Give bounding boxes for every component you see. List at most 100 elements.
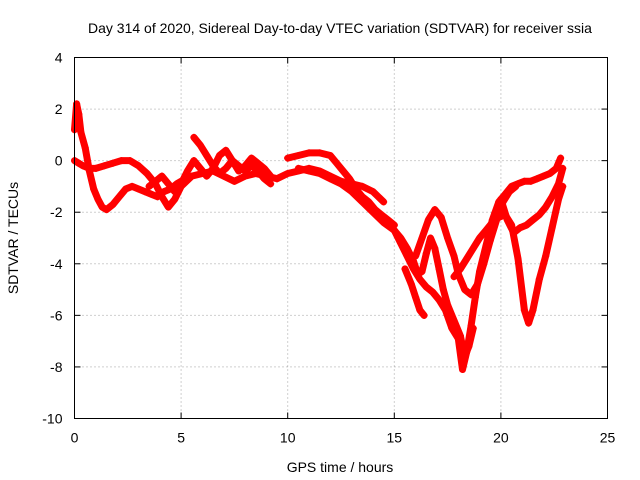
data-point-marker <box>284 154 292 162</box>
data-point-marker <box>540 172 548 180</box>
data-point-marker <box>305 149 313 157</box>
y-tick-label: -2 <box>50 204 63 220</box>
data-point-marker <box>215 151 223 159</box>
data-point-marker <box>337 180 345 188</box>
data-point-marker <box>254 167 262 175</box>
data-point-marker <box>469 244 477 252</box>
data-point-marker <box>422 283 430 291</box>
data-point-marker <box>339 167 347 175</box>
data-point-marker <box>273 175 281 183</box>
data-point-marker <box>75 110 83 118</box>
data-point-marker <box>316 170 324 178</box>
data-point-marker <box>533 175 541 183</box>
data-point-marker <box>177 180 185 188</box>
data-point-marker <box>333 159 341 167</box>
data-point-marker <box>152 177 160 185</box>
data-point-marker <box>235 162 243 170</box>
data-point-marker <box>102 206 110 214</box>
data-point-marker <box>141 188 149 196</box>
data-point-marker <box>171 195 179 203</box>
data-point-marker <box>284 170 292 178</box>
grid-lines <box>74 57 608 419</box>
data-point-marker <box>529 306 537 314</box>
data-point-marker <box>294 164 302 172</box>
data-point-marker <box>203 151 211 159</box>
data-point-marker <box>554 180 562 188</box>
data-point-marker <box>134 185 142 193</box>
data-point-marker <box>122 185 130 193</box>
data-point-marker <box>512 182 520 190</box>
data-point-marker <box>416 306 424 314</box>
data-point-marker <box>100 162 108 170</box>
data-point-marker <box>190 157 198 165</box>
data-point-marker <box>542 203 550 211</box>
data-point-marker <box>450 252 458 260</box>
data-point-marker <box>128 182 136 190</box>
series-band <box>145 146 275 196</box>
data-point-marker <box>85 164 93 172</box>
data-point-marker <box>418 234 426 242</box>
data-point-marker <box>164 203 172 211</box>
data-point-marker <box>435 265 443 273</box>
data-point-marker <box>510 229 518 237</box>
data-point-marker <box>326 175 334 183</box>
data-point-marker <box>529 216 537 224</box>
data-point-marker <box>115 193 123 201</box>
data-point-marker <box>454 335 462 343</box>
data-point-marker <box>444 234 452 242</box>
tick-labels: 0 5 10 15 20 25 -10 -8 -6 -4 -2 0 2 4 <box>42 50 615 446</box>
data-point-marker <box>503 216 511 224</box>
data-point-marker <box>514 255 522 263</box>
series-arc-3 <box>145 146 275 196</box>
data-point-marker <box>346 175 354 183</box>
data-point-marker <box>525 319 533 327</box>
data-point-marker <box>535 211 543 219</box>
plot-frame <box>74 57 608 419</box>
data-point-marker <box>222 164 230 172</box>
data-point-marker <box>358 182 366 190</box>
data-point-marker <box>215 170 223 178</box>
data-point-marker <box>431 206 439 214</box>
x-tick-label: 10 <box>280 430 296 446</box>
data-point-marker <box>424 216 432 224</box>
data-point-marker <box>488 219 496 227</box>
data-point-marker <box>450 273 458 281</box>
data-point-marker <box>437 213 445 221</box>
data-point-marker <box>267 180 275 188</box>
series-arc-4 <box>190 133 275 188</box>
data-point-marker <box>461 286 469 294</box>
data-point-marker <box>109 159 117 167</box>
data-point-marker <box>480 260 488 268</box>
data-point-marker <box>542 252 550 260</box>
data-point-marker <box>420 311 428 319</box>
data-point-marker <box>241 167 249 175</box>
data-point-marker <box>196 141 204 149</box>
data-point-marker <box>412 293 420 301</box>
data-point-marker <box>390 226 398 234</box>
y-tick-label: -10 <box>42 411 62 427</box>
data-point-marker <box>505 188 513 196</box>
data-point-marker <box>459 366 467 374</box>
data-point-marker <box>548 193 556 201</box>
data-point-marker <box>554 195 562 203</box>
data-point-marker <box>456 265 464 273</box>
data-point-marker <box>126 157 134 165</box>
data-point-marker <box>209 162 217 170</box>
data-point-marker <box>247 154 255 162</box>
data-point-marker <box>380 213 388 221</box>
data-point-marker <box>527 177 535 185</box>
data-point-marker <box>516 224 524 232</box>
data-point-marker <box>183 167 191 175</box>
data-point-marker <box>92 164 100 172</box>
data-point-marker <box>559 164 567 172</box>
data-point-marker <box>79 162 87 170</box>
data-point-marker <box>403 252 411 260</box>
data-point-marker <box>158 193 166 201</box>
data-point-marker <box>409 265 417 273</box>
x-tick-label: 0 <box>71 430 79 446</box>
data-point-marker <box>467 291 475 299</box>
data-point-marker <box>497 195 505 203</box>
data-point-marker <box>416 275 424 283</box>
y-tick-label: -4 <box>50 256 63 272</box>
data-point-marker <box>431 244 439 252</box>
